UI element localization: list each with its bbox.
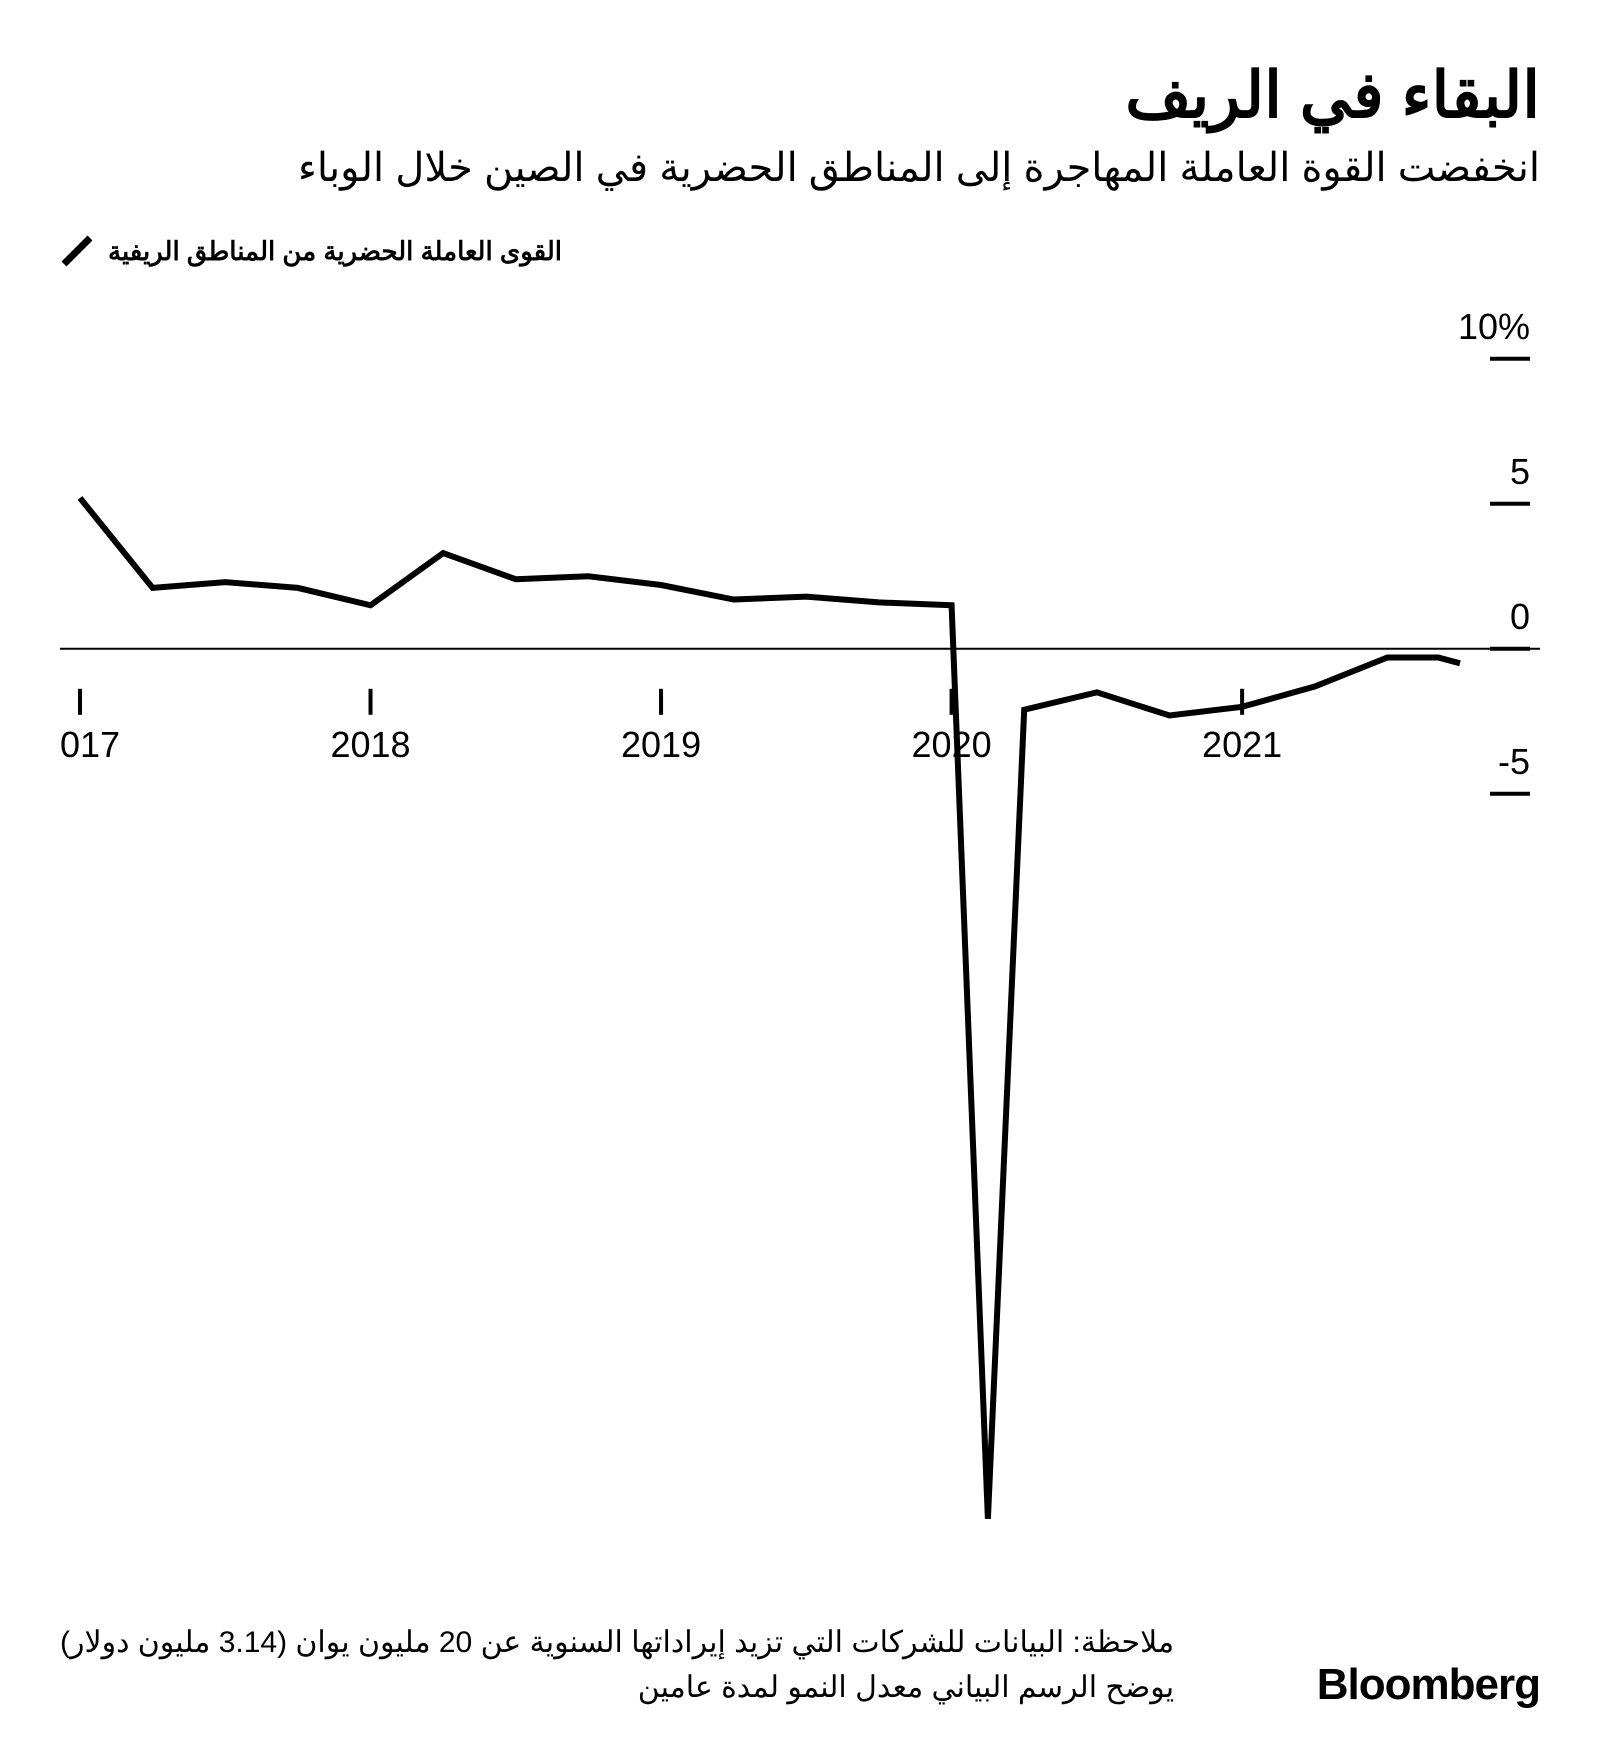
chart-note-line1: ملاحظة: البيانات للشركات التي تزيد إيراد… <box>60 1620 1174 1665</box>
svg-text:10%: 10% <box>1458 306 1530 347</box>
brand-logo: Bloomberg <box>1317 1660 1540 1710</box>
svg-text:-5: -5 <box>1498 741 1530 782</box>
svg-text:2018: 2018 <box>330 724 410 765</box>
chart-title: البقاء في الريف <box>60 60 1540 130</box>
svg-text:2021: 2021 <box>1202 724 1282 765</box>
chart-legend: القوى العاملة الحضرية من المناطق الريفية <box>60 234 1540 268</box>
chart-note-line2: يوضح الرسم البياني معدل النمو لمدة عامين <box>60 1665 1174 1710</box>
chart-note: ملاحظة: البيانات للشركات التي تزيد إيراد… <box>60 1620 1174 1710</box>
legend-label: القوى العاملة الحضرية من المناطق الريفية <box>108 236 562 267</box>
svg-text:0: 0 <box>1510 596 1530 637</box>
legend-line-icon <box>60 234 94 268</box>
chart-subtitle: انخفضت القوة العاملة المهاجرة إلى المناط… <box>60 142 1540 194</box>
svg-text:2017: 2017 <box>60 724 120 765</box>
line-chart-svg: 10% 5 0 -5 2017 2018 2019 2020 2021 <box>60 288 1540 1590</box>
svg-text:2020: 2020 <box>912 724 992 765</box>
svg-text:2019: 2019 <box>621 724 701 765</box>
svg-text:5: 5 <box>1510 451 1530 492</box>
chart-area: 10% 5 0 -5 2017 2018 2019 2020 2021 <box>60 288 1540 1590</box>
